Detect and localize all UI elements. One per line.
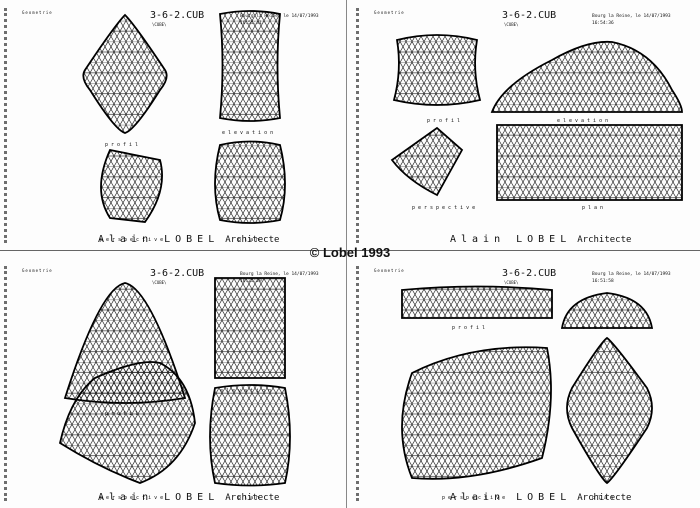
elevation-mesh [490,40,683,113]
perspective-mesh [100,148,163,223]
view-label-profil: profil [452,325,489,331]
elevation-mesh [560,292,654,329]
file-subtitle: \CUBE\ [504,280,519,285]
drawing-panel: Geometrie 3-6-2.CUB \CUBE\ Bourg la Rein… [352,258,697,508]
side-legend [4,8,13,243]
view-label-perspective: perspective [100,237,167,243]
view-label-elevation: elevation [220,388,275,394]
copyright-notice: © Lobel 1993 [309,245,391,260]
perspective-mesh [58,361,196,484]
view-label-plan: plan [592,495,617,501]
place-date: Bourg la Reine, le 14/07/1993 [240,14,319,19]
drawing-panel: Geometrie 3-6-2.CUB \CUBE\ Bourg la Rein… [352,0,697,250]
place-date: Bourg la Reine, le 14/07/1993 [240,272,319,277]
elevation-mesh [214,277,286,379]
view-label-plan: plan [582,205,607,211]
mesh-views [82,10,286,224]
file-subtitle: \CUBE\ [152,280,167,285]
architect-signature: Alain LOBEL Architecte [450,492,631,503]
horizontal-divider [0,250,700,251]
side-legend [356,8,365,243]
print-time: 16:55:41 [240,21,262,26]
perspective-mesh [401,346,552,480]
header-label: Geometrie [22,268,53,273]
file-subtitle: \CUBE\ [504,22,519,27]
view-label-profil: profil [427,118,464,124]
view-label-perspective: perspective [442,495,509,501]
architect-title: Architecte [577,235,632,245]
mesh-views [401,285,654,485]
architect-title: Architecte [225,235,280,245]
view-label-profil: profil [105,142,142,148]
header-label: Geometrie [374,268,405,273]
file-subtitle: \CUBE\ [152,22,167,27]
mesh-views [58,277,291,487]
plan-mesh [496,124,683,201]
plan-mesh [566,336,653,485]
file-name: 3-6-2.CUB [502,268,557,279]
view-label-elevation: elevation [557,118,612,124]
architect-signature: Alain LOBEL Architecte [98,234,279,245]
file-name: 3-6-2.CUB [150,10,205,21]
architect-title: Architecte [577,493,632,503]
drawing-panel: Geometrie 3-6-2.CUB \CUBE\ Bourg la Rein… [0,258,345,508]
view-label-plan: plan [238,237,263,243]
architect-signature: Alain LOBEL Architecte [98,492,279,503]
plan-mesh [209,384,291,487]
architect-name: Alain LOBEL [450,234,572,245]
file-name: 3-6-2.CUB [502,10,557,21]
architect-name: Alain LOBEL [450,492,572,503]
print-time: 16:54:36 [592,21,614,26]
profil-mesh [401,285,553,319]
architect-name: Alain LOBEL [98,492,220,503]
architect-title: Architecte [225,493,280,503]
place-date: Bourg la Reine, le 14/07/1993 [592,14,671,19]
mesh-views [390,34,683,201]
profil-mesh [82,13,168,134]
print-time: 16:25:29 [240,279,262,284]
place-date: Bourg la Reine, le 14/07/1993 [592,272,671,277]
header-label: Geometrie [374,10,405,15]
print-time: 16:51:58 [592,279,614,284]
view-label-perspective: perspective [412,205,479,211]
view-label-elevation: elevation [222,130,277,136]
header-label: Geometrie [22,10,53,15]
side-legend [356,266,365,501]
architect-signature: Alain LOBEL Architecte [450,234,631,245]
plan-mesh [214,140,286,224]
vertical-divider [346,0,347,508]
elevation-mesh [219,10,281,122]
view-label-perspective: perspective [100,495,167,501]
drawing-panel: Geometrie 3-6-2.CUB \CUBE\ Bourg la Rein… [0,0,345,250]
profil-mesh [392,34,482,106]
file-name: 3-6-2.CUB [150,268,205,279]
architect-name: Alain LOBEL [98,234,220,245]
side-legend [4,266,13,501]
view-label-elevation: elevation [582,325,637,331]
view-label-plan: plan [238,495,263,501]
view-label-profil: profil [105,411,142,417]
perspective-mesh [390,126,464,197]
